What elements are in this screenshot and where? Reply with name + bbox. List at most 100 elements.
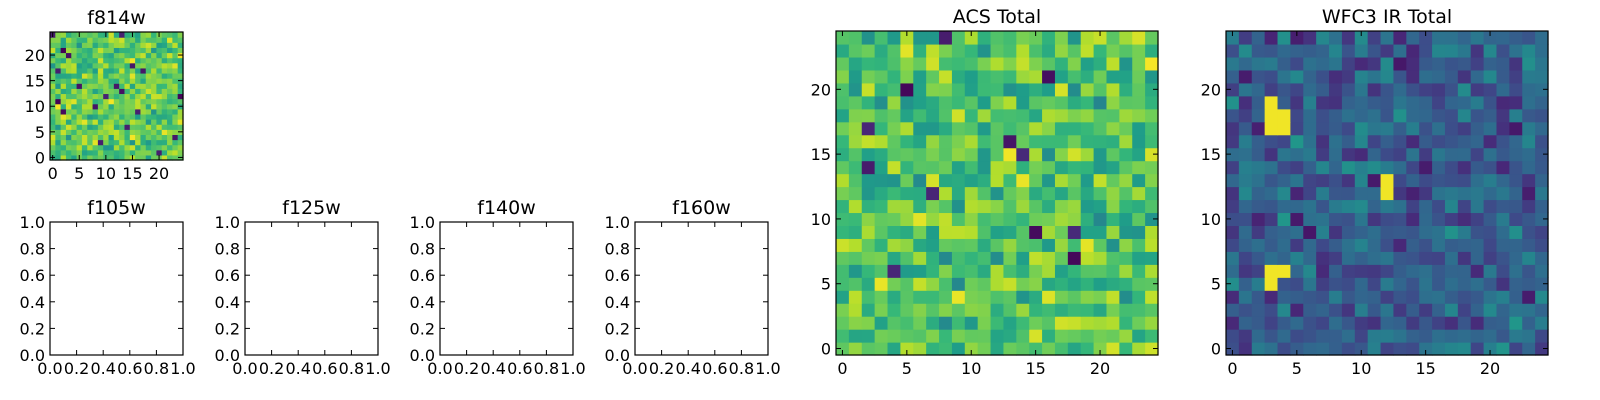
heatmap-cell: [124, 72, 131, 79]
x-tick-label: 15: [1025, 359, 1045, 378]
heatmap-cell: [145, 129, 152, 135]
heatmap-cell: [1535, 134, 1549, 149]
heatmap-cell: [113, 144, 120, 151]
heatmap-cell: [874, 108, 889, 123]
heatmap-cell: [1470, 199, 1485, 214]
heatmap-cell: [172, 129, 179, 135]
heatmap-cell: [1380, 186, 1395, 201]
heatmap-cell: [990, 147, 1005, 162]
heatmap-cell: [1016, 303, 1030, 317]
heatmap-cell: [145, 52, 152, 59]
heatmap-cell: [1145, 199, 1159, 214]
heatmap-cell: [1264, 342, 1279, 356]
heatmap-cell: [145, 67, 152, 74]
heatmap-cell: [1290, 108, 1304, 123]
heatmap-cell: [1016, 69, 1030, 84]
heatmap-cell: [167, 149, 173, 156]
heatmap-cell: [1290, 264, 1304, 278]
heatmap-cell: [1145, 290, 1159, 304]
heatmap-cell: [1367, 69, 1382, 84]
heatmap-cell: [145, 103, 152, 110]
heatmap-cell: [964, 147, 979, 162]
heatmap-cell: [1016, 186, 1030, 201]
heatmap-cell: [1106, 108, 1120, 123]
heatmap-cell: [1277, 134, 1291, 149]
heatmap-cell: [1016, 31, 1030, 45]
heatmap-cell: [836, 316, 850, 330]
heatmap-cell: [887, 329, 901, 343]
heatmap-cell: [861, 69, 876, 84]
heatmap-cell: [1264, 121, 1279, 136]
heatmap-cell: [1003, 69, 1017, 84]
heatmap-cell: [1238, 342, 1253, 356]
heatmap-cell: [129, 37, 136, 43]
heatmap-cell: [990, 238, 1005, 252]
heatmap-cell: [1303, 56, 1317, 71]
heatmap-cell: [874, 329, 889, 343]
heatmap-cell: [1535, 212, 1549, 226]
heatmap-cell: [1277, 329, 1291, 343]
heatmap-cell: [50, 139, 56, 146]
heatmap-cell: [1329, 173, 1343, 188]
heatmap-cell: [140, 98, 147, 105]
heatmap-cell: [1264, 160, 1279, 175]
heatmap-cell: [1380, 82, 1395, 97]
heatmap-cell: [55, 72, 62, 79]
heatmap-cell: [1419, 212, 1433, 226]
heatmap-cell: [81, 144, 88, 151]
heatmap-cell: [135, 119, 142, 125]
heatmap-cell: [1264, 147, 1279, 162]
heatmap-cell: [1054, 173, 1069, 188]
heatmap-cell: [887, 43, 901, 58]
heatmap-cell: [1496, 69, 1510, 84]
x-tick-label: 0.8: [339, 359, 364, 378]
heatmap-cell: [1432, 238, 1446, 252]
heatmap-cell: [926, 173, 940, 188]
heatmap-cell: [1470, 225, 1485, 239]
heatmap-cell: [951, 212, 966, 226]
heatmap-cell: [1316, 31, 1330, 45]
heatmap-cell: [1522, 43, 1536, 58]
heatmap-cell: [1432, 342, 1446, 356]
heatmap-cell: [177, 37, 184, 43]
heatmap-cell: [836, 160, 850, 175]
heatmap-cell: [113, 78, 120, 84]
heatmap-cell: [108, 139, 115, 146]
heatmap-cell: [1277, 43, 1291, 58]
heatmap-cell: [1457, 31, 1472, 45]
heatmap-cell: [76, 119, 83, 125]
heatmap-cell: [60, 144, 67, 151]
heatmap-cell: [1432, 108, 1446, 123]
heatmap-cell: [1029, 95, 1043, 110]
heatmap-cell: [1226, 69, 1240, 84]
y-tick-label: 5: [1211, 275, 1221, 294]
heatmap-cell: [1226, 316, 1240, 330]
heatmap-cell: [1029, 173, 1043, 188]
heatmap-cell: [861, 147, 876, 162]
heatmap-cell: [87, 37, 94, 43]
heatmap-cell: [1238, 290, 1253, 304]
x-tick-label: 0.2: [454, 359, 479, 378]
heatmap-cell: [1367, 316, 1382, 330]
heatmap-cell: [913, 173, 927, 188]
heatmap-cell: [87, 134, 94, 141]
heatmap-cell: [1016, 121, 1030, 136]
axes-frame-wfc3: [1225, 30, 1549, 356]
heatmap-cell: [87, 98, 94, 105]
y-tick-label: 20: [1201, 80, 1221, 99]
heatmap-cell: [1470, 238, 1485, 252]
heatmap-cell: [1432, 316, 1446, 330]
heatmap-cell: [1042, 134, 1056, 149]
heatmap-cell: [1106, 199, 1120, 214]
heatmap-cell: [113, 83, 120, 89]
heatmap-cell: [60, 103, 67, 110]
heatmap-cell: [1329, 147, 1343, 162]
heatmap-cell: [1003, 173, 1017, 188]
heatmap-cell: [1316, 43, 1330, 58]
heatmap-cell: [1042, 43, 1056, 58]
heatmap-cell: [1496, 147, 1510, 162]
heatmap-cell: [124, 32, 131, 38]
heatmap-cell: [1119, 251, 1133, 265]
heatmap-cell: [1457, 69, 1472, 84]
heatmap-cell: [124, 83, 131, 89]
